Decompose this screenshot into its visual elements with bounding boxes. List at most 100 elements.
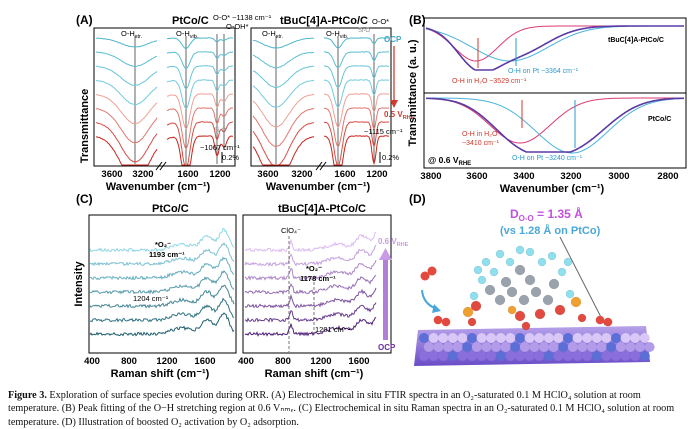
tick: 1600 [334, 169, 355, 180]
ftir-spectrum [252, 107, 390, 148]
tick: 1600 [194, 356, 215, 367]
slab-atom [563, 333, 573, 343]
ann-sio: Si-O [358, 28, 370, 34]
tick: 400 [84, 356, 100, 367]
gas-o2 [420, 266, 613, 327]
d-pointer [559, 236, 606, 326]
molecule-atom [507, 305, 517, 315]
slab-atom [505, 351, 516, 361]
slab-atom [519, 342, 530, 352]
slab-atom [428, 333, 439, 343]
panel-c-right-title: tBuC[4]A-PtCo/C [278, 203, 366, 215]
slab-atom [467, 351, 477, 361]
molecule-atom [547, 251, 557, 261]
panel-a-xlabel-left: Wavenumber (cm⁻¹) [106, 181, 211, 193]
molecule-atom [524, 274, 536, 286]
molecule-atom [495, 249, 505, 259]
molecule-atom [469, 291, 479, 301]
slab-atom [543, 333, 554, 343]
raman-spectrum [89, 241, 235, 267]
ann: O-Hstr. [262, 29, 284, 40]
slab-atom [625, 342, 636, 352]
ann-potential-value: 0.5 V [384, 110, 403, 119]
ftir-spectrum [96, 93, 234, 130]
slab-atom [495, 333, 506, 343]
slab-atom [572, 333, 583, 343]
panel-b-ylabel: Transmittance (a. u.) [407, 39, 419, 146]
slab-atom [644, 342, 655, 352]
figure-caption: Figure 3. Exploration of surface species… [8, 389, 688, 429]
slab-atom [491, 342, 501, 352]
ann: O-Hvib. [326, 29, 349, 40]
ftir-spectrum [95, 51, 234, 69]
tick: 3800 [420, 171, 441, 182]
slab-atom [428, 351, 439, 361]
ftir-spectrum [96, 135, 234, 166]
molecule-atom [565, 289, 575, 299]
panel-c-right-frame [242, 214, 392, 354]
panel-b-bottom-label-pt: O-H on Pt ~3240 cm⁻¹ [512, 155, 583, 162]
panel-c-potential-arrow [379, 248, 392, 340]
molecule-atom [462, 306, 474, 318]
slab-atom [534, 351, 545, 361]
tick: 400 [238, 356, 254, 367]
figure-3: (A) PtCo/C tBuC[4]A-PtCo/C Transmittance… [73, 13, 687, 380]
panel-a-guides [134, 34, 375, 164]
tick: 1200 [156, 356, 177, 367]
slab-atom [447, 333, 458, 343]
panel-a-xlabel-right: Wavenumber (cm⁻¹) [266, 181, 371, 193]
ann-potential: 0.5 VRHE [384, 110, 415, 121]
panel-b-bottom-sample: PtCo/C [648, 116, 671, 123]
ann-1204: 1204 cm⁻¹ [133, 294, 169, 303]
slab-atom [505, 333, 516, 343]
slab-atom [606, 342, 617, 352]
panel-a-right-title: tBuC[4]A-PtCo/C [280, 15, 368, 27]
slab-atom [611, 351, 621, 361]
molecule-atom [506, 286, 518, 298]
slab-atom [486, 333, 497, 343]
tick: 800 [275, 356, 291, 367]
panel-c-xlabel-left: Raman shift (cm⁻¹) [111, 368, 210, 380]
panel-b-top-label-water: O-H in H₂O ~3529 cm⁻¹ [452, 78, 527, 85]
slab-atom [447, 351, 458, 361]
slab-atom [524, 333, 535, 343]
o-atom [427, 266, 437, 276]
slab-atom [630, 333, 641, 343]
ftir-spectrum [95, 79, 234, 110]
panel-a-left-spectra [95, 37, 234, 166]
slab-atom [471, 342, 482, 352]
molecule-atom [473, 265, 483, 275]
ftir-spectrum [95, 37, 234, 49]
slab-atom [462, 342, 473, 352]
o-atom [595, 315, 605, 325]
tick: 800 [121, 356, 137, 367]
fit-water-bottom [425, 97, 684, 144]
molecule-atom [477, 275, 487, 285]
o-atom [441, 317, 451, 327]
raman-spectrum [244, 302, 377, 323]
molecule-atom [494, 294, 506, 306]
slab-atom [620, 333, 631, 343]
ann-scale: 0.2% [222, 153, 239, 162]
slab-atom [476, 333, 487, 343]
panel-b-bottom-label-water: O-H in H₂O [462, 131, 498, 138]
d-symbol: D [510, 207, 519, 221]
d-value: = 1.35 Å [534, 206, 583, 221]
slab-atom [539, 342, 549, 352]
slab-atom [611, 333, 621, 343]
panel-c-left-frame [88, 214, 237, 354]
ann-potential-value: 0.6 V [378, 237, 397, 246]
molecule-atom [467, 317, 477, 327]
molecule-atom [537, 257, 547, 267]
slab-atoms [419, 333, 655, 361]
fit-pt-bottom [426, 97, 685, 154]
slab-atom [615, 342, 626, 352]
tick: 3600 [257, 169, 278, 180]
tick: 1200 [310, 356, 331, 367]
slab-atom [534, 333, 545, 343]
ann-oh: O-H [262, 29, 276, 38]
slab-atom [510, 342, 521, 352]
catalyst-slab [414, 326, 655, 366]
panel-c-annotations: *O₂⁻ 1193 cm⁻¹ 1204 cm⁻¹ ClO₄⁻ *O₂⁻ 1178… [133, 226, 409, 352]
panel-b-potential-value: @ 0.6 V [428, 155, 459, 165]
